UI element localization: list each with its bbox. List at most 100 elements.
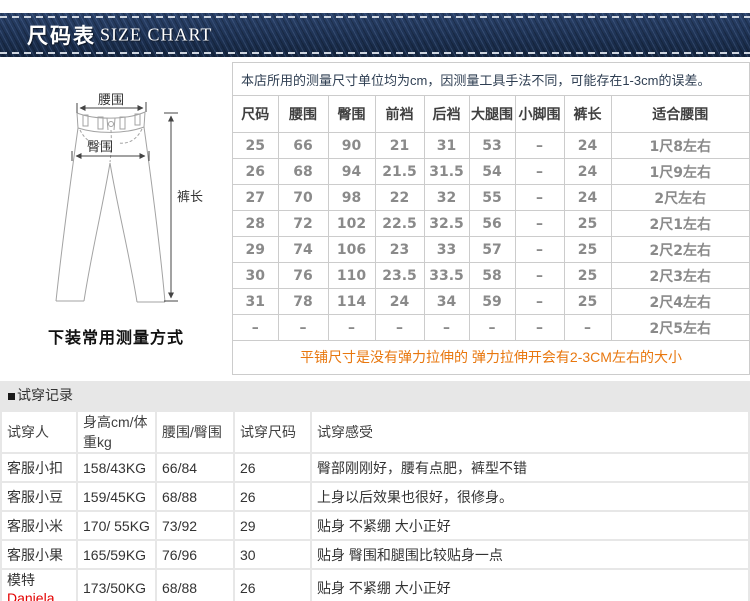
fit-table-body: 客服小扣 158/43KG 66/84 26 臀部刚刚好，腰有点肥，裤型不错 客服小豆 15…: [2, 454, 748, 601]
fit-table-header-row: 试穿人 身高cm/体重kg 腰围/臀围 试穿尺码 试穿感受: [2, 412, 748, 452]
size-cell: –: [514, 262, 565, 289]
size-cell: 23.5: [374, 262, 425, 289]
size-table-header-row: 尺码 腰围 臀围 前裆 后裆 大腿围 小脚围 裤长 适合腰围: [233, 95, 749, 133]
size-cell: 31: [423, 132, 470, 159]
fitting-record-table: 试穿人 身高cm/体重kg 腰围/臀围 试穿尺码 试穿感受 客服小扣 158/43KG 66…: [0, 410, 750, 601]
size-cell: 56: [468, 210, 516, 237]
pants-diagram-illustration: 腰围 臀围 裤长: [55, 92, 203, 303]
size-cell: 25: [563, 210, 612, 237]
size-cell: –: [423, 314, 470, 341]
fit-height-weight-cell: 165/59KG: [78, 541, 155, 568]
fit-col-header: 试穿尺码: [235, 412, 310, 452]
fit-waist-hip-cell: 76/96: [157, 541, 233, 568]
fit-person-cell: 客服小米: [2, 512, 76, 539]
fit-size-cell: 26: [235, 570, 310, 601]
size-cell: 24: [563, 184, 612, 211]
size-cell: 21.5: [374, 158, 425, 185]
size-cell: –: [514, 210, 565, 237]
fit-table-row: 模特 Daniela 173/50KG 68/88 26 贴身 不紧绷 大小正好: [2, 570, 748, 601]
size-table-row: 27 70 98 22 32 55–24 2尺左右: [233, 184, 749, 211]
fit-waist-hip-cell: 73/92: [157, 512, 233, 539]
size-cell: –: [514, 132, 565, 159]
fit-waist-hip-cell: 68/88: [157, 570, 233, 601]
size-cell: 25: [563, 262, 612, 289]
size-table-panel: 本店所用的测量尺寸单位均为cm，因测量工具手法不同，可能存在1-3cm的误差。 …: [232, 62, 750, 375]
size-cell: 106: [327, 236, 376, 263]
size-cell: 32: [423, 184, 470, 211]
size-cell: 114: [327, 288, 376, 315]
size-cell: –: [374, 314, 425, 341]
fit-col-header: 腰围/臀围: [157, 412, 233, 452]
fit-feel-cell: 臀部刚刚好，腰有点肥，裤型不错: [312, 454, 748, 481]
size-cell: –: [514, 314, 565, 341]
size-cell: 58: [468, 262, 516, 289]
size-col-header: 裤长: [563, 95, 612, 133]
fit-feel-cell: 上身以后效果也很好，很修身。: [312, 483, 748, 510]
size-cell: 66: [277, 132, 329, 159]
fit-feel-cell: 贴身 不紧绷 大小正好: [312, 570, 748, 601]
measurement-unit-note: 本店所用的测量尺寸单位均为cm，因测量工具手法不同，可能存在1-3cm的误差。: [241, 73, 711, 88]
fit-person-name: 客服小扣: [7, 459, 63, 476]
fit-person-name-highlight: Daniela: [7, 590, 55, 601]
fit-col-header: 试穿人: [2, 412, 76, 452]
diagram-label-length: 裤长: [177, 189, 203, 204]
size-cell: 22: [374, 184, 425, 211]
fit-table-row: 客服小米 170/ 55KG 73/92 29 贴身 不紧绷 大小正好: [2, 512, 748, 539]
size-cell: –: [514, 288, 565, 315]
size-cell: 26: [233, 158, 279, 185]
size-cell: –: [514, 158, 565, 185]
size-cell: 68: [277, 158, 329, 185]
size-cell: 74: [277, 236, 329, 263]
size-col-header: 适合腰围: [610, 95, 749, 133]
fit-table-row: 客服小果 165/59KG 76/96 30 贴身 臀围和腿围比较贴身一点: [2, 541, 748, 568]
fit-height-weight-cell: 173/50KG: [78, 570, 155, 601]
size-cell: –: [277, 314, 329, 341]
size-table-row: 30 76 110 23.5 33.5 58–25 2尺3左右: [233, 262, 749, 289]
size-cell: 2尺左右: [610, 184, 749, 211]
fit-feel-cell: 贴身 不紧绷 大小正好: [312, 512, 748, 539]
fit-person-cell: 模特 Daniela: [2, 570, 76, 601]
fit-height-weight-cell: 170/ 55KG: [78, 512, 155, 539]
size-cell: 31: [233, 288, 279, 315]
size-cell: 2尺2左右: [610, 236, 749, 263]
size-col-header: 大腿围: [468, 95, 516, 133]
size-cell: 33: [423, 236, 470, 263]
size-section: 腰围 臀围 裤长 下装常用测量方式 本店所用的测量尺寸单位均为cm，因测量工具手…: [0, 62, 750, 375]
diagram-caption: 下装常用测量方式: [47, 330, 184, 347]
size-cell: 28: [233, 210, 279, 237]
size-cell: 57: [468, 236, 516, 263]
stretch-note: 平铺尺寸是没有弹力拉伸的 弹力拉伸开会有2-3CM左右的大小: [300, 349, 682, 365]
fit-table-row: 客服小豆 159/45KG 68/88 26 上身以后效果也很好，很修身。: [2, 483, 748, 510]
size-cell: 70: [277, 184, 329, 211]
fit-person-cell: 客服小扣: [2, 454, 76, 481]
fit-height-weight-cell: 159/45KG: [78, 483, 155, 510]
size-table-row: – – – – – – – –2尺5左右: [233, 314, 749, 341]
size-cell: –: [514, 236, 565, 263]
size-cell: 27: [233, 184, 279, 211]
size-cell: 29: [233, 236, 279, 263]
size-table-row: 25 66 90 21 31 53–24 1尺8左右: [233, 132, 749, 159]
size-cell: 25: [563, 288, 612, 315]
size-cell: 24: [563, 132, 612, 159]
fit-waist-hip-cell: 68/88: [157, 483, 233, 510]
fit-size-cell: 29: [235, 512, 310, 539]
size-cell: –: [468, 314, 516, 341]
fit-col-header: 身高cm/体重kg: [78, 412, 155, 452]
size-cell: 53: [468, 132, 516, 159]
size-table-body: 25 66 90 21 31 53–24 1尺8左右 26 68 94 21.5 31.5 54–24 1…: [233, 132, 749, 341]
fit-size-cell: 26: [235, 483, 310, 510]
banner-title-en: SIZE CHART: [100, 24, 213, 45]
size-table-row: 28 72 102 22.5 32.5 56–25 2尺1左右: [233, 210, 749, 237]
fit-person-cell: 客服小豆: [2, 483, 76, 510]
size-table-row: 29 74 106 23 33 57–25 2尺2左右: [233, 236, 749, 263]
size-cell: 34: [423, 288, 470, 315]
size-cell: 31.5: [423, 158, 470, 185]
fit-size-cell: 30: [235, 541, 310, 568]
size-cell: 98: [327, 184, 376, 211]
size-cell: 25: [563, 236, 612, 263]
size-table: 尺码 腰围 臀围 前裆 后裆 大腿围 小脚围 裤长 适合腰围 25 66 90 21 31 53–24 1尺…: [233, 95, 749, 341]
size-cell: 55: [468, 184, 516, 211]
fit-person-name: 客服小米: [7, 517, 63, 534]
size-cell: 102: [327, 210, 376, 237]
size-cell: 110: [327, 262, 376, 289]
